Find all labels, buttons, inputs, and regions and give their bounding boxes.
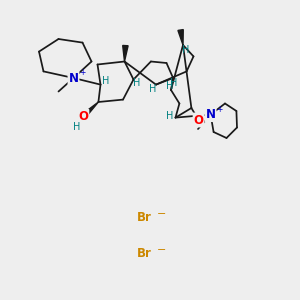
Text: Br: Br <box>136 247 152 260</box>
Text: +: + <box>79 68 85 77</box>
Text: H: H <box>134 78 141 88</box>
Text: −: − <box>157 209 167 219</box>
Text: Br: Br <box>136 211 152 224</box>
Text: −: − <box>157 245 167 255</box>
Polygon shape <box>82 102 98 118</box>
Text: H: H <box>149 83 157 94</box>
Text: +: + <box>216 105 222 114</box>
Text: O: O <box>194 113 204 127</box>
Polygon shape <box>123 45 128 62</box>
Text: N: N <box>68 71 79 85</box>
Text: H: H <box>102 76 110 86</box>
Text: H: H <box>170 77 178 88</box>
Polygon shape <box>178 30 183 45</box>
Text: H: H <box>166 81 173 92</box>
Text: O: O <box>78 110 88 123</box>
Text: H: H <box>73 122 80 132</box>
Text: N: N <box>206 108 216 121</box>
Text: H: H <box>182 45 189 56</box>
Text: H: H <box>167 111 174 122</box>
